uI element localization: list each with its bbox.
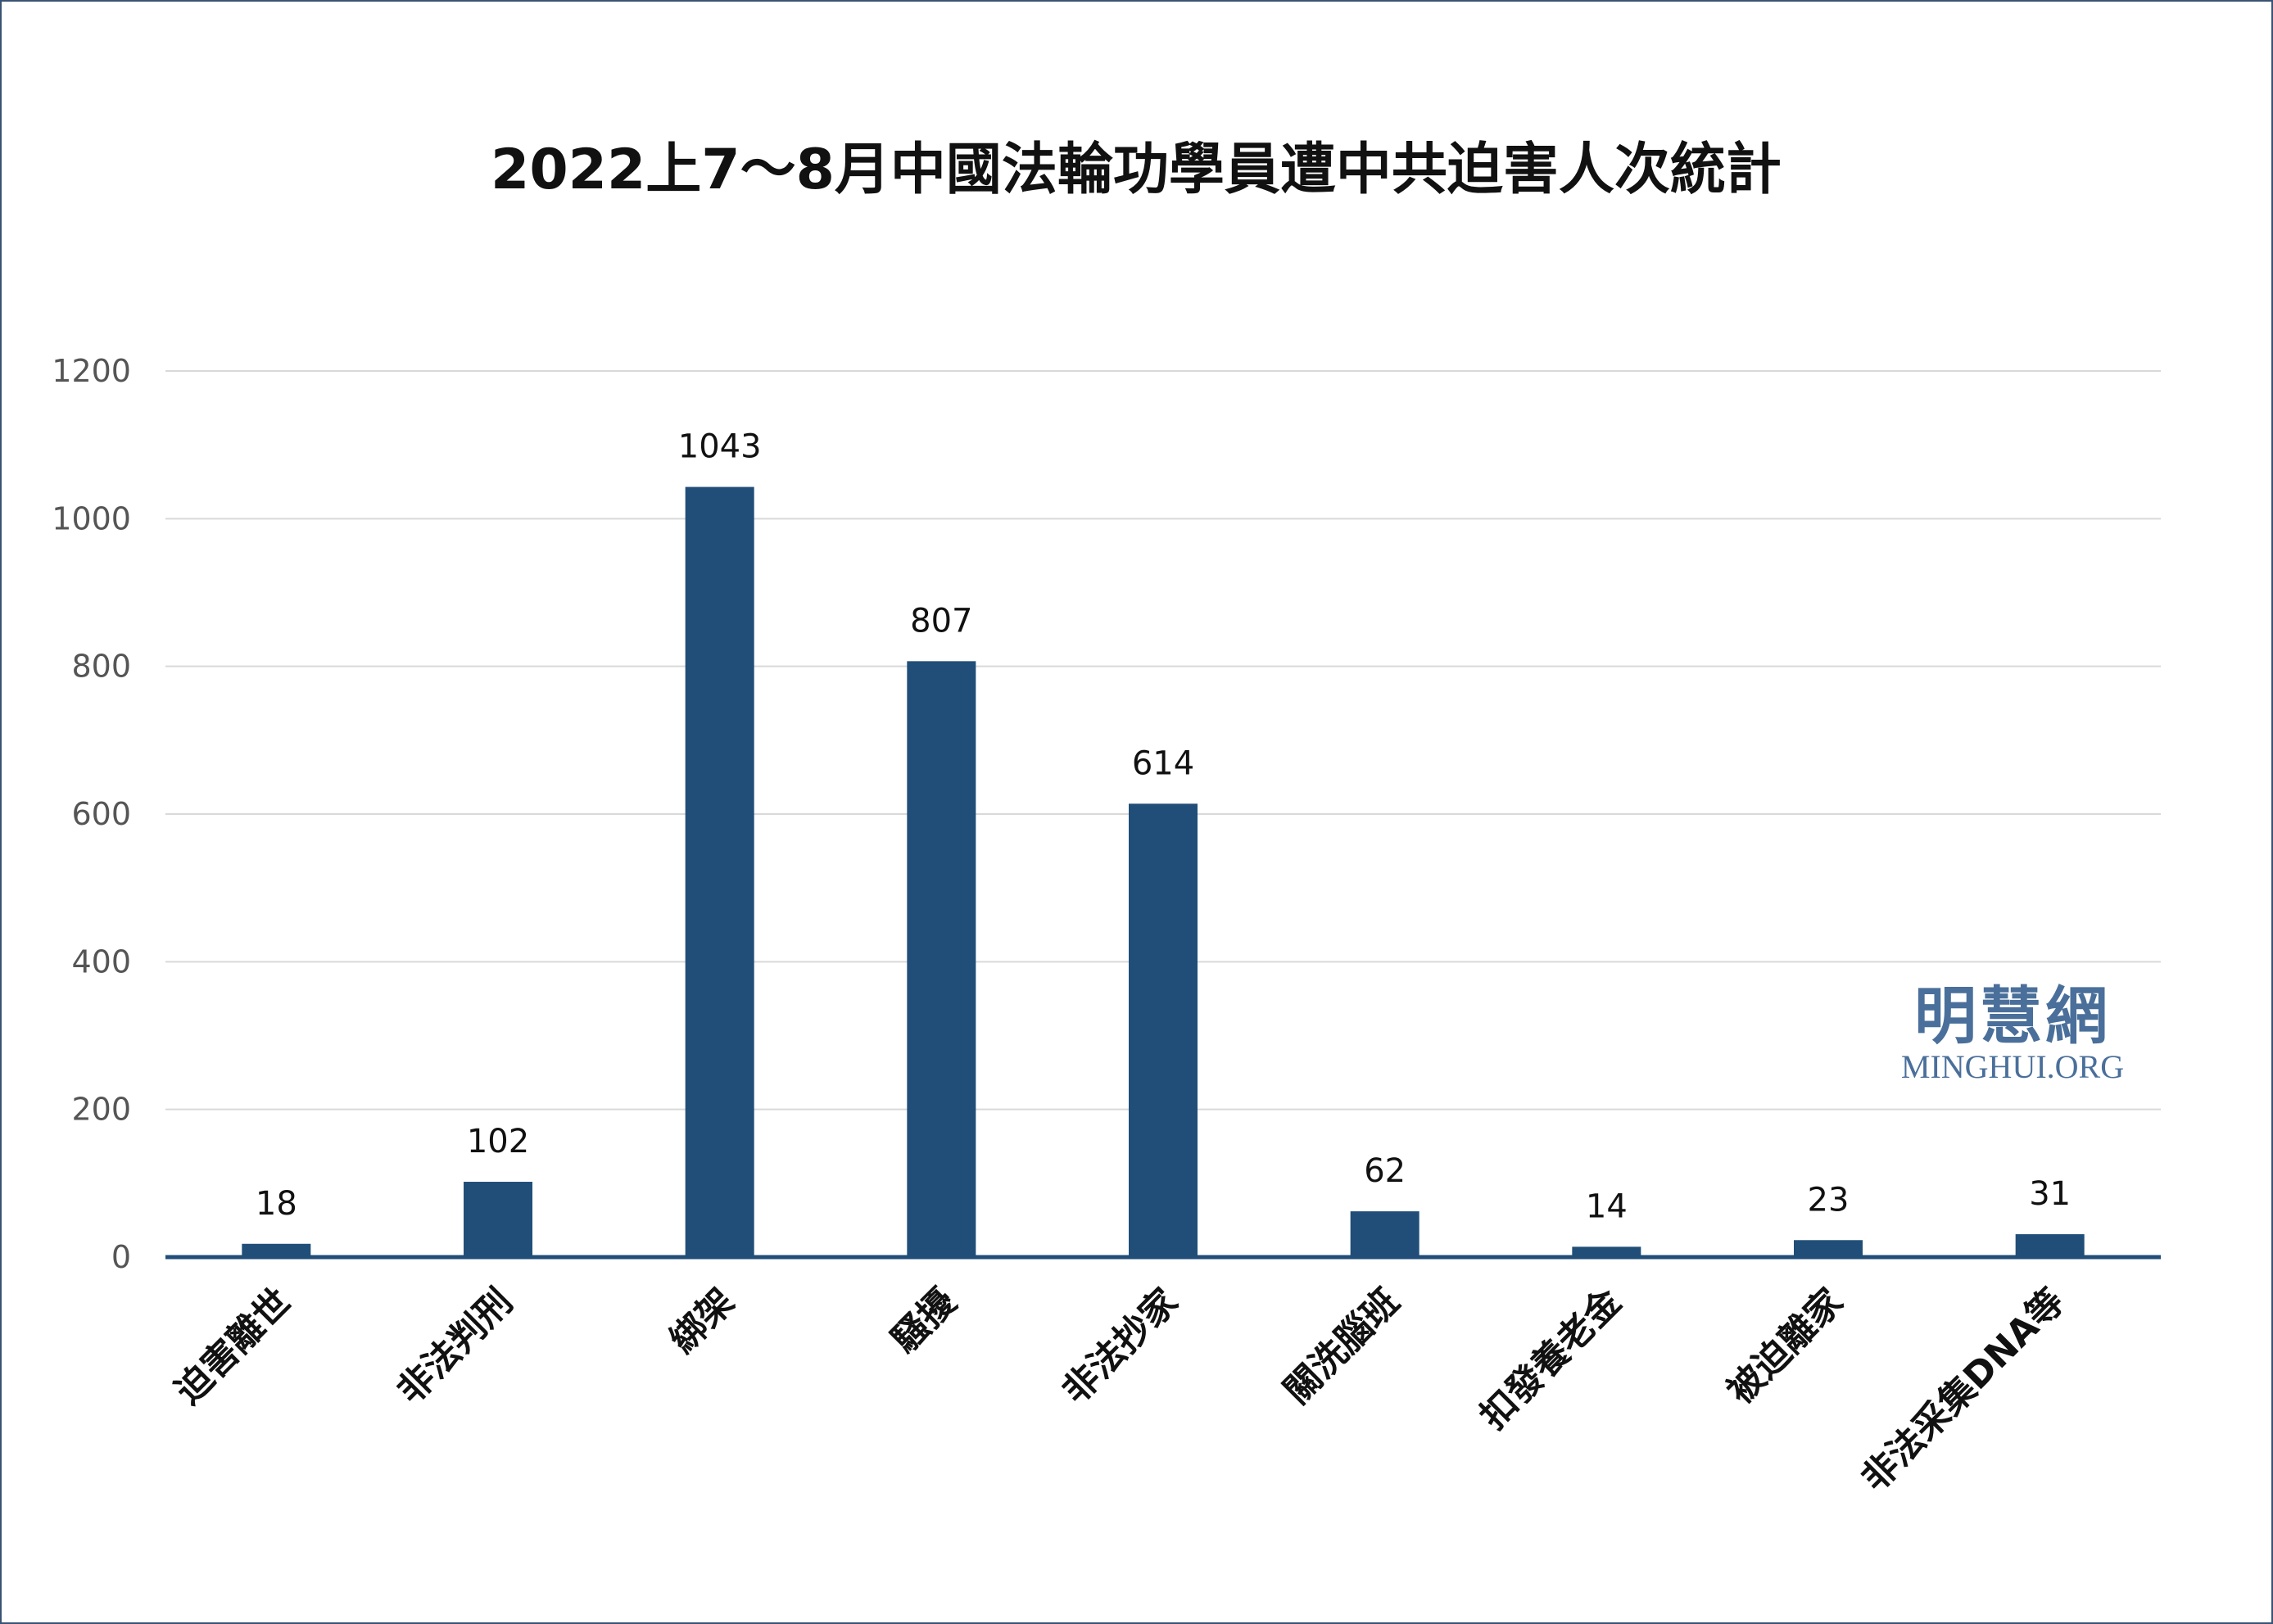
data-label-5: 62: [1364, 1152, 1406, 1190]
y-tick-label-1: 200: [71, 1092, 131, 1128]
y-tick-label-5: 1000: [52, 500, 131, 536]
x-axis-labels: 迫害離世 非法判刑 綁架 騷擾 非法抄家 關洗腦班 扣發養老金 被迫離家 非法采集DNA等: [168, 1280, 2073, 1500]
x-tick-label-1: 非法判刑: [389, 1281, 521, 1413]
bar-2: [685, 486, 754, 1257]
data-label-7: 23: [1808, 1181, 1850, 1219]
y-tick-label-4: 800: [71, 649, 131, 685]
x-tick-label-3: 騷擾: [884, 1280, 965, 1361]
bar-1: [464, 1182, 532, 1257]
x-tick-label-0: 迫害離世: [168, 1281, 300, 1413]
data-label-2: 1043: [678, 428, 762, 466]
bar-8: [2015, 1234, 2085, 1257]
x-tick-label-7: 被迫離家: [1719, 1281, 1851, 1413]
y-tick-label-6: 1200: [52, 353, 131, 389]
watermark: 明慧網 MINGHUI.ORG: [1901, 979, 2124, 1085]
y-tick-label-3: 600: [71, 796, 131, 832]
data-labels: 18 102 1043 807 614 62 14 23 31: [256, 428, 2071, 1226]
data-label-1: 102: [467, 1123, 529, 1160]
x-tick-label-6: 扣發養老金: [1472, 1280, 1629, 1437]
data-label-0: 18: [256, 1185, 297, 1223]
chart-title: 2022上7～8月中國法輪功學員遭中共迫害人次統計: [491, 138, 1782, 202]
x-tick-label-8: 非法采集DNA等: [1854, 1281, 2073, 1500]
data-label-3: 807: [910, 602, 972, 640]
y-axis-ticks: 0 200 400 600 800 1000 1200: [52, 353, 131, 1275]
watermark-site: MINGHUI.ORG: [1901, 1048, 2124, 1085]
data-label-4: 614: [1132, 744, 1194, 782]
x-tick-label-2: 綁架: [662, 1281, 742, 1361]
bar-6: [1572, 1246, 1641, 1257]
x-tick-label-4: 非法抄家: [1054, 1281, 1186, 1413]
bars: [242, 486, 2085, 1257]
bar-4: [1129, 803, 1198, 1257]
bar-0: [242, 1243, 311, 1257]
data-label-6: 14: [1586, 1187, 1628, 1225]
bar-5: [1350, 1211, 1419, 1257]
data-label-8: 31: [2029, 1175, 2071, 1213]
bar-7: [1794, 1240, 1863, 1257]
x-tick-label-5: 關洗腦班: [1276, 1281, 1408, 1413]
watermark-name: 明慧網: [1914, 979, 2111, 1052]
bar-3: [907, 661, 976, 1257]
y-tick-label-2: 400: [71, 943, 131, 979]
y-tick-label-0: 0: [111, 1239, 131, 1275]
